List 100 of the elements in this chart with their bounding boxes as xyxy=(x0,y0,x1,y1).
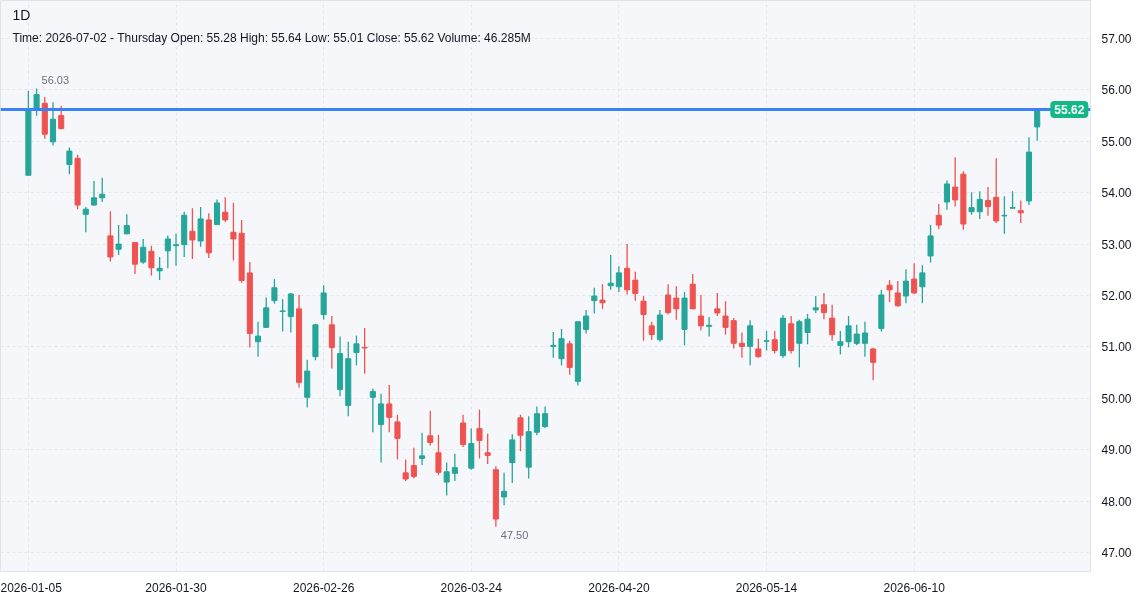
candlestick xyxy=(993,157,1000,224)
candlestick xyxy=(33,87,40,117)
candlestick xyxy=(952,156,959,208)
candlestick xyxy=(353,334,360,367)
candlestick xyxy=(386,384,393,433)
y-tick-label: 49.00 xyxy=(1101,443,1132,458)
x-tick-label: 2026-05-14 xyxy=(735,580,798,595)
candlestick xyxy=(665,283,672,316)
candlestick xyxy=(870,347,877,381)
candlestick xyxy=(902,268,910,304)
candlestick xyxy=(189,207,196,260)
candlestick xyxy=(697,294,704,332)
candlestick xyxy=(747,319,754,367)
candlestick xyxy=(861,321,868,358)
y-tick-label: 48.00 xyxy=(1101,494,1132,509)
candlestick xyxy=(156,256,163,281)
candlestick xyxy=(714,292,721,317)
candlestick xyxy=(763,330,770,352)
candlestick xyxy=(820,292,827,320)
candlestick xyxy=(501,472,508,506)
candlestick xyxy=(99,177,106,203)
candlestick xyxy=(722,300,729,336)
candlestick xyxy=(533,405,540,436)
candlestick xyxy=(435,434,442,476)
candlestick xyxy=(755,338,762,359)
candlestick xyxy=(361,327,368,375)
candlestick xyxy=(58,105,65,131)
candlestick xyxy=(172,233,180,267)
candlestick xyxy=(263,296,270,329)
text: 1D xyxy=(12,6,31,23)
candlestick xyxy=(378,393,385,464)
candlestick xyxy=(853,324,860,347)
candlestick xyxy=(550,331,557,359)
ref-line-label: 55.62 xyxy=(1054,102,1085,117)
candlestick xyxy=(738,331,745,359)
candlestick xyxy=(254,321,262,358)
candlestick xyxy=(271,278,278,305)
candlestick xyxy=(771,330,778,355)
y-tick-label: 54.00 xyxy=(1101,186,1132,201)
candlestick xyxy=(82,206,89,233)
candlestick xyxy=(542,405,549,429)
y-tick-label: 53.00 xyxy=(1101,237,1132,252)
candlestick xyxy=(566,340,573,376)
candlestick xyxy=(451,453,458,482)
y-tick-label: 57.00 xyxy=(1101,32,1132,47)
candlestick xyxy=(673,285,680,321)
candlestick xyxy=(140,238,147,265)
candlestick xyxy=(320,284,327,321)
y-tick-label: 52.00 xyxy=(1101,289,1132,304)
candlestick xyxy=(517,414,524,452)
candlestick xyxy=(213,198,221,226)
candlestick xyxy=(443,461,450,497)
candlestick xyxy=(599,283,606,310)
text: Time: 2026-07-02 - Thursday Open: 55.28 High: 55.64 Low: 55.01 Close: 55.62 Volume: 46.285M xyxy=(12,30,531,45)
candlestick xyxy=(197,206,204,248)
candlestick xyxy=(935,203,942,230)
candlestick xyxy=(886,279,893,303)
candlestick xyxy=(484,433,491,465)
candlestick xyxy=(583,309,590,335)
y-tick-label: 55.00 xyxy=(1101,134,1132,149)
candlestick xyxy=(115,224,122,256)
candlestick xyxy=(148,245,155,277)
candlestick xyxy=(287,292,294,334)
candlestick xyxy=(410,446,417,480)
candlestick xyxy=(911,262,918,295)
candlestick xyxy=(427,409,434,447)
candlestick xyxy=(419,432,426,466)
y-tick-label: 51.00 xyxy=(1101,340,1132,355)
candlestick xyxy=(624,243,631,296)
y-tick-label: 56.00 xyxy=(1101,83,1132,98)
candlestick xyxy=(943,179,951,211)
candlestick xyxy=(66,146,73,175)
x-tick-label: 2026-01-30 xyxy=(145,580,208,595)
candlestick xyxy=(90,180,98,207)
candlestick xyxy=(394,414,401,461)
candlestick xyxy=(706,316,713,338)
candlestick xyxy=(402,458,409,482)
x-tick-label: 2026-06-10 xyxy=(883,580,946,595)
candlestick xyxy=(107,210,114,263)
candlestick xyxy=(328,315,335,370)
candlestick xyxy=(49,101,57,147)
candlestick xyxy=(279,298,286,333)
candlestick xyxy=(984,186,992,217)
candlestick xyxy=(222,196,229,223)
candlestick xyxy=(591,287,598,315)
x-tick-label: 2026-01-05 xyxy=(0,580,63,595)
candlestick xyxy=(1017,199,1024,224)
annotation: 47.50 xyxy=(500,528,529,541)
candlestick xyxy=(164,234,171,269)
candlestick xyxy=(730,317,737,350)
x-tick-label: 2026-04-20 xyxy=(588,580,650,595)
candlestick xyxy=(829,304,836,342)
candlestick xyxy=(131,241,139,275)
candlestick xyxy=(837,330,844,356)
x-tick-label: 2026-02-26 xyxy=(292,580,355,595)
candlestick xyxy=(615,265,622,293)
candlestick xyxy=(894,280,901,308)
x-tick-label: 2026-03-24 xyxy=(440,580,503,595)
annotation: 56.03 xyxy=(41,74,70,87)
y-tick-label: 50.00 xyxy=(1101,391,1132,406)
